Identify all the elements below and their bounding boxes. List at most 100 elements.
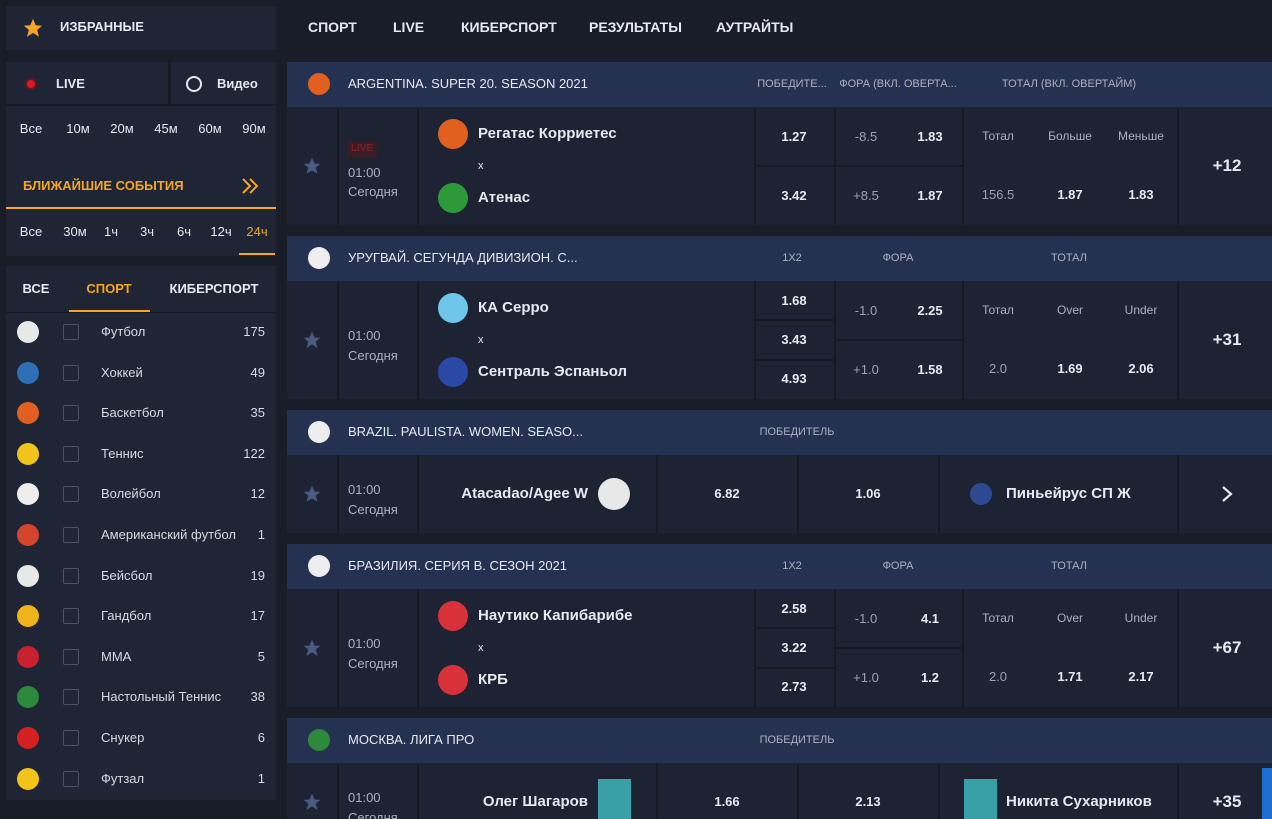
upcoming-filter[interactable]: 12ч [210, 224, 232, 239]
favorite-star[interactable] [302, 156, 322, 176]
total-odd[interactable]: 1.87 [1057, 187, 1083, 202]
match-time: 01:00 [348, 328, 381, 343]
team-name: Сентраль Эспаньол [478, 363, 628, 380]
live-filter[interactable]: Все [19, 121, 43, 136]
league-title: МОСКВА. ЛИГА ПРО [348, 732, 475, 747]
sport-name[interactable]: Теннис [101, 445, 144, 461]
odd[interactable]: 3.22 [781, 640, 807, 655]
cell-divider [797, 455, 799, 533]
sport-name[interactable]: Гандбол [101, 608, 152, 624]
upcoming-filter[interactable]: 3ч [139, 224, 154, 239]
more-markets[interactable]: +31 [1212, 330, 1242, 349]
odd[interactable]: 2.13 [855, 794, 881, 809]
handicap-line: -1.0 [854, 610, 878, 626]
upcoming-filter[interactable]: 30м [63, 224, 87, 239]
sport-checkbox[interactable] [63, 689, 79, 706]
sport-checkbox[interactable] [63, 445, 79, 462]
sport-checkbox[interactable] [63, 324, 79, 340]
match-row [287, 455, 1272, 533]
sport-name[interactable]: Волейбол [101, 486, 161, 502]
cell-divider [962, 589, 964, 707]
favorite-star[interactable] [302, 792, 322, 812]
sport-name[interactable]: Настольный Теннис [101, 689, 222, 705]
sport-checkbox[interactable] [63, 770, 79, 787]
live-filter[interactable]: 45м [154, 121, 178, 136]
more-markets[interactable]: +67 [1212, 638, 1242, 657]
cell-divider [938, 763, 940, 819]
live-label[interactable]: LIVE [56, 76, 85, 91]
sport-name[interactable]: Хоккей [101, 364, 143, 380]
live-filter[interactable]: 60м [198, 121, 222, 136]
sport-tab[interactable]: КИБЕРСПОРТ [169, 281, 259, 296]
odd[interactable]: 1.27 [781, 128, 807, 144]
team-icon [598, 478, 630, 510]
favorites-icon [22, 17, 44, 39]
upcoming-filter[interactable]: 6ч [176, 224, 191, 239]
handicap-odd[interactable]: 1.2 [920, 669, 940, 685]
odd[interactable]: 1.68 [781, 292, 807, 308]
sport-checkbox[interactable] [63, 405, 79, 422]
odd[interactable]: 3.43 [781, 332, 807, 347]
nav-item[interactable]: СПОРТ [308, 19, 357, 35]
more-markets[interactable]: +35 [1212, 792, 1242, 811]
sport-checkbox[interactable] [63, 567, 79, 584]
sport-checkbox[interactable] [63, 527, 79, 543]
expand-arrow[interactable] [1219, 484, 1235, 504]
odd[interactable]: 3.42 [781, 187, 807, 203]
handicap-odd[interactable]: 1.87 [917, 187, 943, 203]
sport-checkbox[interactable] [63, 608, 79, 625]
sport-name[interactable]: Бейсбол [101, 567, 153, 583]
live-panel [6, 62, 276, 166]
league-icon [308, 555, 330, 577]
odd[interactable]: 1.06 [855, 486, 881, 501]
nav-item[interactable]: РЕЗУЛЬТАТЫ [589, 19, 682, 35]
sport-checkbox[interactable] [63, 730, 79, 746]
upcoming-filter[interactable]: 1ч [103, 224, 118, 239]
total-odd[interactable]: 2.06 [1128, 361, 1154, 376]
sport-name[interactable]: MMA [101, 648, 132, 664]
video-icon [186, 76, 202, 92]
sport-name[interactable]: Снукер [101, 730, 145, 745]
video-label[interactable]: Видео [217, 76, 258, 91]
odd[interactable]: 2.73 [781, 679, 807, 695]
odd[interactable]: 4.93 [781, 371, 807, 387]
star-shape [23, 18, 43, 37]
sport-tab[interactable]: ВСЕ [22, 281, 50, 296]
sport-count: 38 [250, 689, 265, 705]
sport-tab[interactable]: СПОРТ [86, 281, 132, 296]
handicap-odd[interactable]: 4.1 [920, 610, 940, 626]
favorite-star[interactable] [302, 484, 322, 504]
live-filter[interactable]: 20м [110, 121, 134, 136]
nav-item[interactable]: LIVE [393, 19, 425, 35]
more-markets[interactable]: +12 [1212, 156, 1242, 175]
nav-item[interactable]: КИБЕРСПОРТ [461, 19, 557, 35]
odd[interactable]: 1.66 [714, 794, 740, 809]
sport-count: 5 [257, 648, 265, 664]
live-filter[interactable]: 90м [242, 121, 266, 136]
favorite-star[interactable] [302, 330, 322, 350]
sport-name[interactable]: Американский футбол [101, 527, 237, 542]
live-filter[interactable]: 10м [66, 121, 90, 136]
upcoming-filter[interactable]: 24ч [246, 224, 268, 239]
sport-name[interactable]: Футзал [101, 770, 145, 786]
total-odd[interactable]: 1.83 [1128, 187, 1154, 202]
odd[interactable]: 6.82 [714, 486, 740, 501]
upcoming-filter[interactable]: Все [19, 224, 43, 239]
sport-checkbox[interactable] [63, 364, 79, 381]
odd-divider [756, 627, 834, 630]
favorite-star[interactable] [302, 638, 322, 658]
total-odd[interactable]: 2.17 [1128, 669, 1154, 684]
handicap-odd[interactable]: 2.25 [917, 302, 943, 318]
total-odd[interactable]: 1.69 [1057, 361, 1083, 376]
sport-name[interactable]: Баскетбол [101, 405, 164, 421]
handicap-odd[interactable]: 1.83 [917, 128, 943, 144]
cell-divider [1177, 107, 1179, 225]
sport-checkbox[interactable] [63, 648, 79, 665]
nav-item[interactable]: АУТРАЙТЫ [716, 19, 794, 35]
odd[interactable]: 2.58 [781, 600, 807, 616]
sport-checkbox[interactable] [63, 486, 79, 503]
sport-name[interactable]: Футбол [101, 324, 146, 339]
live-bottom-divider [6, 104, 276, 106]
total-odd[interactable]: 1.71 [1057, 669, 1083, 684]
handicap-odd[interactable]: 1.58 [917, 361, 943, 377]
